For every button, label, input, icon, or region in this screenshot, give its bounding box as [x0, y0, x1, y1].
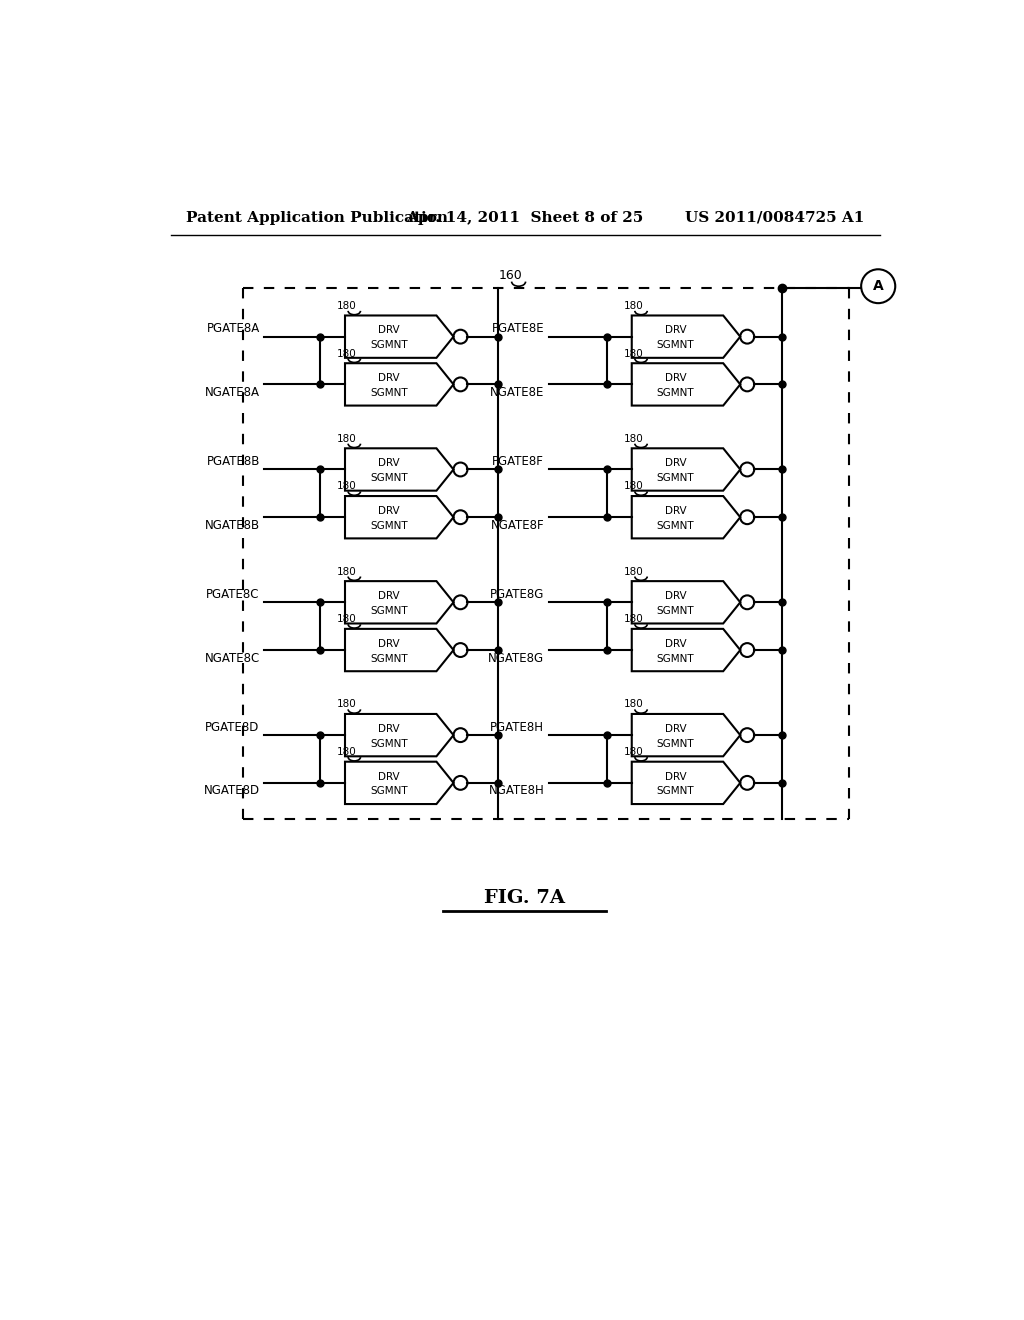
- Text: 180: 180: [624, 747, 644, 758]
- Polygon shape: [345, 628, 454, 671]
- Text: DRV: DRV: [378, 325, 399, 335]
- Text: PGATE8G: PGATE8G: [489, 587, 544, 601]
- Text: PGATE8H: PGATE8H: [490, 721, 544, 734]
- Text: NGATE8C: NGATE8C: [205, 652, 260, 664]
- Text: DRV: DRV: [378, 458, 399, 469]
- Text: SGMNT: SGMNT: [656, 787, 694, 796]
- Text: DRV: DRV: [665, 723, 686, 734]
- Text: 180: 180: [337, 434, 357, 444]
- Text: Patent Application Publication: Patent Application Publication: [186, 211, 449, 224]
- Text: SGMNT: SGMNT: [370, 341, 408, 350]
- Polygon shape: [345, 363, 454, 405]
- Text: 180: 180: [624, 566, 644, 577]
- Text: 180: 180: [624, 348, 644, 359]
- Text: 180: 180: [624, 434, 644, 444]
- Text: 180: 180: [337, 348, 357, 359]
- Text: 180: 180: [337, 301, 357, 312]
- Text: DRV: DRV: [665, 325, 686, 335]
- Text: SGMNT: SGMNT: [370, 739, 408, 748]
- Polygon shape: [632, 449, 740, 491]
- Text: PGATE8E: PGATE8E: [492, 322, 544, 335]
- Text: 180: 180: [337, 566, 357, 577]
- Text: DRV: DRV: [378, 771, 399, 781]
- Text: SGMNT: SGMNT: [656, 388, 694, 397]
- Text: 180: 180: [337, 482, 357, 491]
- Text: SGMNT: SGMNT: [656, 341, 694, 350]
- Text: DRV: DRV: [665, 591, 686, 601]
- Polygon shape: [632, 714, 740, 756]
- Polygon shape: [632, 315, 740, 358]
- Polygon shape: [632, 628, 740, 671]
- Text: 180: 180: [337, 614, 357, 624]
- Text: NGATE8D: NGATE8D: [204, 784, 260, 797]
- Text: 180: 180: [624, 301, 644, 312]
- Text: 160: 160: [499, 268, 522, 281]
- Text: 180: 180: [624, 482, 644, 491]
- Text: NGATE8B: NGATE8B: [205, 519, 260, 532]
- Polygon shape: [632, 581, 740, 623]
- Polygon shape: [345, 714, 454, 756]
- Text: DRV: DRV: [378, 374, 399, 383]
- Polygon shape: [345, 315, 454, 358]
- Polygon shape: [345, 762, 454, 804]
- Text: PGATE8A: PGATE8A: [207, 322, 260, 335]
- Text: SGMNT: SGMNT: [370, 653, 408, 664]
- Text: SGMNT: SGMNT: [656, 520, 694, 531]
- Text: NGATE8F: NGATE8F: [490, 519, 544, 532]
- Text: DRV: DRV: [665, 771, 686, 781]
- Text: SGMNT: SGMNT: [656, 739, 694, 748]
- Polygon shape: [632, 496, 740, 539]
- Text: DRV: DRV: [378, 506, 399, 516]
- Text: NGATE8A: NGATE8A: [205, 385, 260, 399]
- Text: SGMNT: SGMNT: [370, 606, 408, 615]
- Text: NGATE8E: NGATE8E: [489, 385, 544, 399]
- Polygon shape: [345, 496, 454, 539]
- Text: PGATE8F: PGATE8F: [493, 455, 544, 469]
- Text: FIG. 7A: FIG. 7A: [484, 888, 565, 907]
- Text: PGATE8B: PGATE8B: [207, 455, 260, 469]
- Text: DRV: DRV: [378, 591, 399, 601]
- Polygon shape: [345, 581, 454, 623]
- Text: DRV: DRV: [665, 374, 686, 383]
- Text: DRV: DRV: [665, 506, 686, 516]
- Text: SGMNT: SGMNT: [370, 787, 408, 796]
- Text: NGATE8G: NGATE8G: [488, 652, 544, 664]
- Text: SGMNT: SGMNT: [656, 653, 694, 664]
- Text: DRV: DRV: [665, 639, 686, 648]
- Text: 180: 180: [337, 700, 357, 709]
- Text: DRV: DRV: [378, 723, 399, 734]
- Text: Apr. 14, 2011  Sheet 8 of 25: Apr. 14, 2011 Sheet 8 of 25: [407, 211, 643, 224]
- Text: 180: 180: [624, 614, 644, 624]
- Text: PGATE8D: PGATE8D: [206, 721, 260, 734]
- Text: NGATE8H: NGATE8H: [488, 784, 544, 797]
- Text: SGMNT: SGMNT: [370, 388, 408, 397]
- Text: 180: 180: [624, 700, 644, 709]
- Text: SGMNT: SGMNT: [370, 520, 408, 531]
- Polygon shape: [632, 363, 740, 405]
- Text: DRV: DRV: [378, 639, 399, 648]
- Text: SGMNT: SGMNT: [656, 606, 694, 615]
- Text: SGMNT: SGMNT: [656, 473, 694, 483]
- Text: US 2011/0084725 A1: US 2011/0084725 A1: [685, 211, 864, 224]
- Text: DRV: DRV: [665, 458, 686, 469]
- Text: PGATE8C: PGATE8C: [206, 587, 260, 601]
- Text: SGMNT: SGMNT: [370, 473, 408, 483]
- Text: 180: 180: [337, 747, 357, 758]
- Polygon shape: [632, 762, 740, 804]
- Polygon shape: [345, 449, 454, 491]
- Text: A: A: [872, 280, 884, 293]
